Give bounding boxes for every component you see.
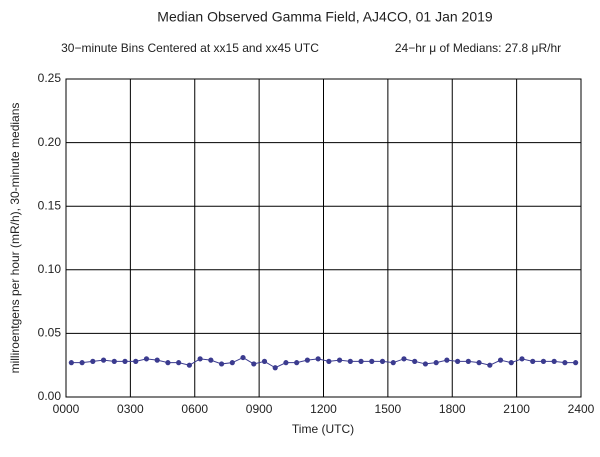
subtitle: 30−minute Bins Centered at xx15 and xx45… [61, 41, 319, 55]
y-tick-label: 0.20 [38, 135, 62, 149]
data-point [79, 360, 85, 366]
y-tick-label: 0.15 [38, 198, 62, 212]
data-point [176, 360, 182, 366]
data-point [519, 356, 525, 362]
data-point [379, 358, 386, 364]
x-tick-label: 1800 [439, 402, 466, 416]
data-point [369, 358, 375, 364]
data-point [261, 358, 268, 364]
data-point [186, 362, 192, 368]
data-point [315, 356, 321, 362]
x-tick-label: 2400 [568, 402, 595, 416]
data-point [508, 360, 514, 366]
data-point [251, 361, 257, 367]
data-point [401, 356, 407, 362]
data-point [272, 365, 278, 371]
data-point [165, 360, 171, 366]
data-point [326, 358, 332, 364]
data-point [347, 358, 353, 364]
chart-title: Median Observed Gamma Field, AJ4CO, 01 J… [157, 9, 493, 25]
data-point [111, 358, 117, 364]
data-point [465, 358, 471, 364]
data-point [283, 360, 289, 366]
data-point [229, 360, 235, 366]
data-point [530, 358, 536, 364]
data-point [487, 362, 493, 368]
annotation: 24−hr μ of Medians: 27.8 μR/hr [395, 41, 561, 55]
data-point [197, 356, 203, 362]
data-point [412, 358, 418, 364]
x-tick-label: 1500 [375, 402, 402, 416]
data-point [433, 360, 439, 366]
data-point [208, 357, 214, 363]
data-point [294, 360, 300, 366]
data-point [444, 357, 450, 363]
data-point [422, 361, 429, 367]
data-point [336, 357, 343, 363]
data-point [455, 358, 461, 364]
x-tick-label: 0300 [117, 402, 144, 416]
x-tick-label: 0900 [246, 402, 273, 416]
data-point [304, 357, 311, 363]
data-point [143, 356, 150, 362]
x-tick-label: 0000 [53, 402, 80, 416]
data-point [497, 357, 504, 363]
data-point [240, 354, 246, 361]
data-point [154, 357, 160, 363]
y-axis-label: milliroentgens per hour (mR/h), 30-minut… [8, 103, 22, 374]
x-tick-label: 0600 [181, 402, 208, 416]
x-tick-label: 1200 [310, 402, 337, 416]
data-point [551, 358, 557, 364]
data-point [358, 358, 364, 364]
data-point [122, 358, 128, 364]
data-point [218, 361, 225, 367]
y-tick-label: 0.00 [38, 389, 62, 403]
y-tick-label: 0.25 [38, 71, 62, 85]
x-axis-label: Time (UTC) [292, 422, 354, 436]
data-point [100, 357, 107, 363]
plot-frame [65, 78, 582, 398]
data-point [68, 360, 74, 366]
y-tick-label: 0.10 [38, 262, 62, 276]
data-point [573, 360, 579, 366]
data-point [476, 360, 482, 366]
x-tick-label: 2100 [503, 402, 530, 416]
data-point [133, 358, 139, 364]
data-point [390, 360, 396, 366]
data-point [90, 358, 96, 364]
data-point [562, 360, 568, 366]
data-point [540, 358, 547, 364]
y-tick-label: 0.05 [38, 326, 62, 340]
